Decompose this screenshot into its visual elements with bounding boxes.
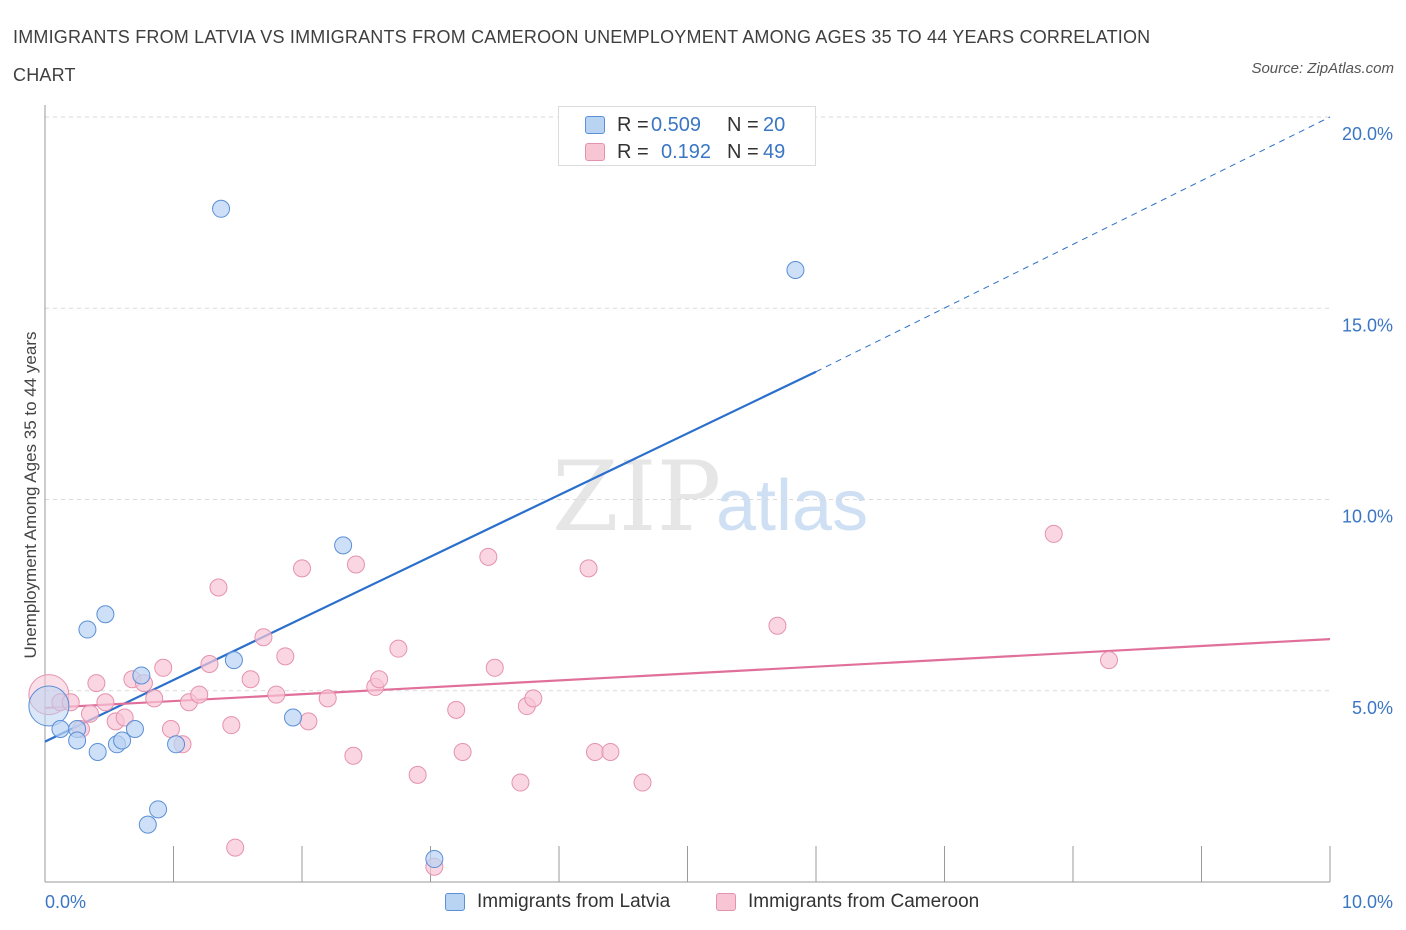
x-tick-label: 10.0%	[1342, 892, 1393, 912]
point-cameroon	[276, 647, 295, 666]
point-cameroon	[267, 685, 286, 704]
latvia-swatch	[585, 116, 605, 134]
r-label: R =	[617, 140, 649, 163]
point-latvia	[425, 850, 444, 869]
stats-legend: R = 0.509 N = 20 R = 0.192 N = 49	[558, 106, 816, 166]
point-cameroon	[524, 689, 543, 708]
n-label: N =	[727, 113, 759, 136]
n-value: 20	[763, 113, 786, 136]
y-tick-label: 15.0%	[1342, 315, 1393, 335]
point-cameroon	[1044, 524, 1063, 543]
point-cameroon	[226, 838, 245, 857]
point-latvia	[138, 815, 157, 834]
point-cameroon	[318, 689, 337, 708]
point-latvia	[78, 620, 97, 639]
point-cameroon	[241, 670, 260, 689]
y-tick-label: 20.0%	[1342, 124, 1393, 144]
point-latvia	[28, 685, 70, 727]
point-cameroon	[1099, 651, 1118, 670]
point-cameroon	[254, 628, 273, 647]
r-value: 0.192	[661, 140, 712, 163]
legend-item-latvia[interactable]: Immigrants from Latvia	[445, 888, 670, 916]
point-latvia	[132, 666, 151, 685]
point-latvia	[96, 605, 115, 624]
point-cameroon	[161, 720, 180, 738]
trendline-latvia	[44, 370, 817, 743]
point-latvia	[68, 731, 87, 750]
watermark: ZIP atlas	[552, 441, 868, 553]
watermark-zip: ZIP	[552, 441, 721, 553]
point-latvia	[113, 731, 132, 750]
stats-row-latvia: R = 0.509 N = 20	[585, 113, 785, 137]
point-cameroon	[389, 639, 408, 658]
trendlines	[44, 116, 1331, 743]
point-cameroon	[222, 716, 241, 735]
point-cameroon	[190, 685, 209, 704]
point-cameroon	[154, 658, 173, 677]
point-latvia	[212, 199, 231, 218]
point-latvia	[224, 651, 243, 670]
legend-label-cameroon: Immigrants from Cameroon	[748, 891, 980, 912]
point-cameroon	[511, 773, 530, 792]
point-cameroon	[479, 547, 498, 566]
point-latvia	[88, 742, 107, 761]
axes	[44, 105, 1331, 883]
point-cameroon	[579, 559, 598, 578]
point-cameroon	[115, 708, 134, 727]
cameroon-swatch	[716, 893, 736, 911]
cameroon-swatch	[585, 143, 605, 161]
r-label: R =	[617, 113, 649, 136]
n-label: N =	[727, 140, 759, 163]
point-cameroon	[485, 658, 504, 677]
point-latvia	[786, 261, 805, 279]
tick-labels: 5.0% 10.0% 15.0% 20.0% 0.0% 10.0%	[45, 124, 1393, 912]
point-cameroon	[87, 674, 106, 693]
point-latvia	[167, 735, 186, 754]
x-tick-label: 0.0%	[45, 892, 86, 912]
point-cameroon	[209, 578, 228, 597]
point-cameroon	[601, 742, 620, 761]
data-points	[28, 199, 1118, 876]
r-value: 0.509	[651, 113, 702, 136]
point-cameroon	[633, 773, 652, 792]
chart-title: IMMIGRANTS FROM LATVIA VS IMMIGRANTS FRO…	[13, 27, 1151, 85]
trendline-latvia-extension	[815, 116, 1331, 373]
point-cameroon	[585, 742, 604, 761]
stats-row-cameroon: R = 0.192 N = 49	[585, 140, 785, 164]
point-cameroon	[346, 555, 365, 574]
point-cameroon	[80, 704, 99, 723]
point-latvia	[284, 708, 303, 727]
point-cameroon	[96, 693, 115, 712]
point-cameroon	[293, 559, 311, 578]
point-latvia	[125, 720, 144, 738]
source-label: Source: ZipAtlas.com	[1251, 60, 1394, 77]
latvia-swatch	[445, 893, 465, 911]
point-latvia	[334, 536, 353, 555]
point-cameroon	[200, 654, 219, 673]
y-tick-label: 10.0%	[1342, 507, 1393, 527]
point-cameroon	[447, 700, 466, 719]
legend-label-latvia: Immigrants from Latvia	[477, 891, 671, 912]
y-tick-label: 5.0%	[1352, 698, 1393, 718]
series-legend: Immigrants from Latvia Immigrants from C…	[0, 888, 1406, 916]
n-value: 49	[763, 140, 786, 163]
point-cameroon	[768, 616, 787, 635]
point-cameroon	[370, 670, 389, 689]
trendline-cameroon	[44, 638, 1331, 710]
point-cameroon	[145, 689, 164, 708]
point-latvia	[51, 720, 70, 738]
grid	[45, 116, 1330, 692]
watermark-atlas: atlas	[716, 466, 868, 546]
point-latvia	[149, 800, 168, 819]
legend-item-cameroon[interactable]: Immigrants from Cameroon	[716, 888, 979, 916]
point-cameroon	[344, 746, 363, 765]
point-cameroon	[299, 712, 318, 731]
point-cameroon	[408, 765, 427, 784]
point-cameroon	[453, 742, 472, 761]
